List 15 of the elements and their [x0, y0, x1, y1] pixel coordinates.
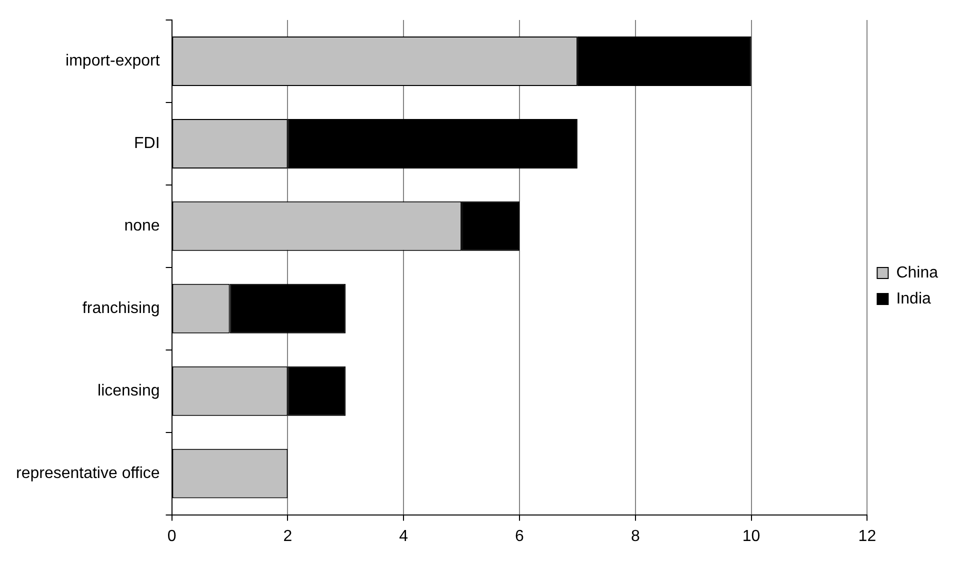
x-tick-label: 0	[167, 528, 176, 545]
x-tick-label: 8	[630, 528, 640, 545]
y-tick-label: none	[124, 218, 160, 235]
x-tick-label: 6	[515, 528, 524, 545]
legend-label: India	[896, 290, 931, 308]
y-tick-label: import-export	[66, 52, 160, 70]
y-tick-label: representative office	[16, 464, 160, 482]
y-tick-label: licensing	[98, 382, 160, 400]
x-tick-label: 12	[858, 528, 876, 545]
y-tick-label: franchising	[82, 300, 160, 318]
x-tick-label: 10	[742, 528, 760, 545]
legend-label: China	[896, 264, 938, 282]
x-tick-label: 2	[283, 528, 292, 545]
y-tick-label: FDI	[134, 135, 160, 152]
x-tick-label: 4	[399, 528, 408, 545]
